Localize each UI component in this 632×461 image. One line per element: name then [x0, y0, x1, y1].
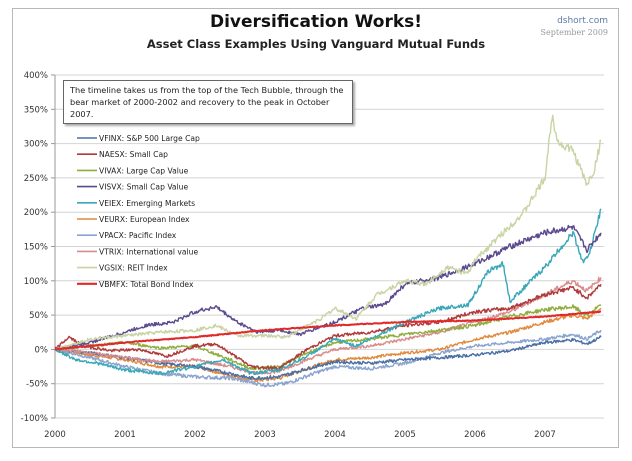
series-line-vbmfx: [54, 310, 602, 351]
legend-label: VISVX: Small Cap Value: [99, 183, 188, 192]
series-lines: [54, 114, 602, 388]
annotation-box: The timeline takes us from the top of th…: [63, 80, 353, 124]
y-tick-label: 150%: [24, 243, 48, 253]
x-tick-label: 2001: [114, 430, 136, 440]
legend: VFINX: S&P 500 Large Cap NAESX: Small Cap…: [77, 134, 200, 289]
legend-label: VGSIX: REIT Index: [99, 264, 168, 273]
legend-label: VTRIX: International value: [99, 247, 198, 256]
series-line-veiex: [54, 208, 602, 376]
y-tick-label: 250%: [24, 174, 48, 184]
x-tick-label: 2007: [534, 430, 556, 440]
y-tick-label: 0%: [35, 345, 49, 355]
series-line-naesx: [54, 283, 602, 371]
y-tick-label: 100%: [24, 277, 48, 287]
x-tick-label: 2002: [184, 430, 206, 440]
series-line-vpacx: [54, 329, 602, 388]
series-line-vtrix: [54, 276, 602, 376]
y-tick-label: 300%: [24, 140, 48, 150]
source-label: dshort.com: [557, 16, 608, 26]
y-tick-label: 400%: [24, 71, 48, 81]
series-line-vfinx: [54, 335, 602, 381]
y-tick-label: 350%: [24, 105, 48, 115]
y-tick-label: -100%: [21, 414, 48, 424]
series-line-vgsix: [54, 114, 601, 351]
chart-title: Diversification Works!: [209, 12, 423, 32]
x-tick-label: 2006: [464, 430, 486, 440]
series-line-veurx: [55, 307, 602, 383]
legend-label: VEIEX: Emerging Markets: [99, 199, 195, 208]
y-tick-label: -50%: [26, 380, 48, 390]
date-label: September 2009: [540, 28, 608, 37]
legend-label: VIVAX: Large Cap Value: [99, 166, 189, 175]
y-tick-label: 200%: [24, 208, 48, 218]
legend-label: VBMFX: Total Bond Index: [99, 280, 194, 289]
legend-label: NAESX: Small Cap: [99, 150, 168, 159]
x-tick-label: 2003: [254, 430, 276, 440]
series-line-vivax: [54, 304, 602, 371]
x-tick-label: 2005: [394, 430, 416, 440]
chart-subtitle: Asset Class Examples Using Vanguard Mutu…: [146, 37, 486, 51]
x-tick-label: 2000: [44, 430, 66, 440]
y-tick-label: 50%: [29, 311, 48, 321]
y-axis-ticks: 400% 350% 300% 250% 200% 150% 100% 50% 0% -50% -10…: [21, 71, 48, 424]
x-tick-label: 2004: [324, 430, 346, 440]
legend-label: VPACX: Pacific Index: [99, 231, 177, 240]
x-axis-ticks: 2000 2001 2002 2003 2004 2005 2006 2007: [44, 430, 556, 440]
legend-label: VFINX: S&P 500 Large Cap: [99, 134, 200, 143]
legend-label: VEURX: European Index: [99, 215, 190, 224]
